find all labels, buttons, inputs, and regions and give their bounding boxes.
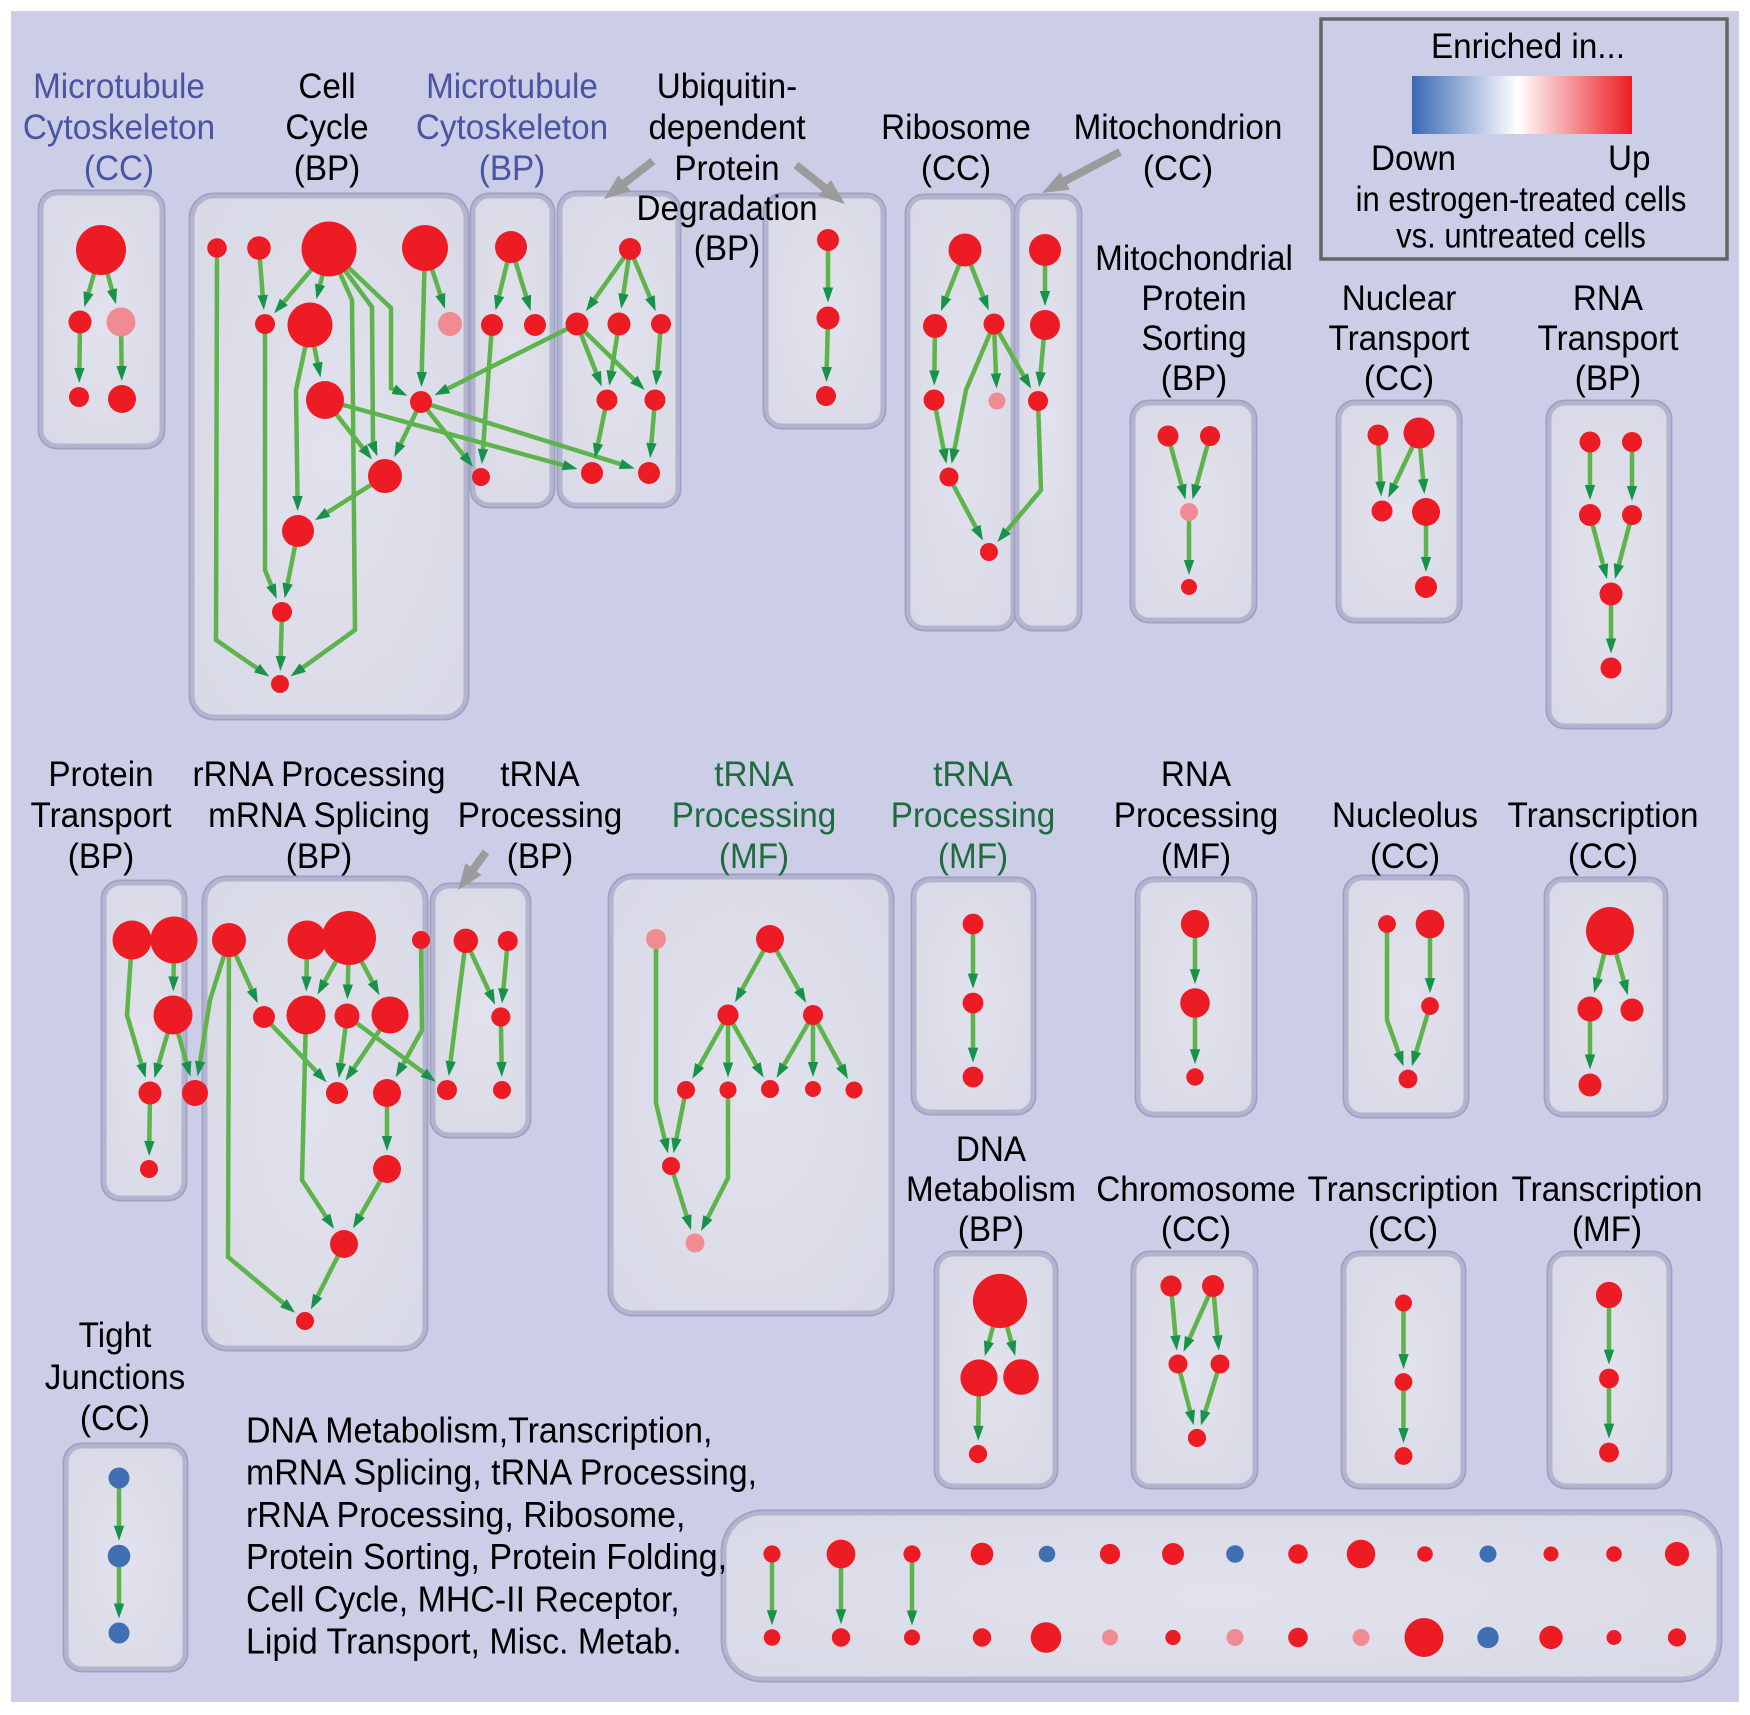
svg-text:(CC): (CC) [1568, 837, 1638, 876]
svg-text:mRNA Splicing: mRNA Splicing [208, 796, 430, 835]
svg-text:vs. untreated cells: vs. untreated cells [1396, 217, 1646, 256]
svg-text:Cycle: Cycle [285, 108, 368, 147]
svg-text:Lipid Transport, Misc. Metab.: Lipid Transport, Misc. Metab. [246, 1621, 682, 1661]
svg-text:(MF): (MF) [938, 837, 1008, 876]
svg-text:Protein Sorting, Protein Foldi: Protein Sorting, Protein Folding, [246, 1537, 727, 1577]
svg-text:(MF): (MF) [1161, 837, 1231, 876]
svg-text:Chromosome: Chromosome [1096, 1170, 1296, 1209]
svg-text:RNA: RNA [1573, 279, 1643, 318]
svg-text:Mitochondrion: Mitochondrion [1074, 108, 1283, 147]
svg-text:DNA: DNA [956, 1130, 1026, 1169]
svg-text:Processing: Processing [672, 796, 836, 835]
svg-text:Protein: Protein [48, 755, 153, 794]
svg-text:Cytoskeleton: Cytoskeleton [23, 108, 215, 147]
svg-text:Sorting: Sorting [1141, 319, 1246, 358]
svg-text:(CC): (CC) [84, 149, 154, 188]
svg-text:Nuclear: Nuclear [1342, 279, 1457, 318]
svg-text:Processing: Processing [1114, 796, 1278, 835]
svg-text:(BP): (BP) [694, 229, 760, 268]
svg-text:Mitochondrial: Mitochondrial [1095, 239, 1293, 278]
svg-text:Up: Up [1608, 139, 1650, 178]
svg-text:Processing: Processing [458, 796, 622, 835]
svg-text:tRNA: tRNA [933, 755, 1013, 794]
svg-text:Processing: Processing [891, 796, 1055, 835]
svg-text:(MF): (MF) [1572, 1210, 1642, 1249]
svg-text:(MF): (MF) [719, 837, 789, 876]
svg-text:Protein: Protein [1141, 279, 1246, 318]
svg-text:Transport: Transport [1537, 319, 1679, 358]
svg-text:(BP): (BP) [1161, 359, 1227, 398]
svg-text:RNA: RNA [1161, 755, 1231, 794]
svg-text:tRNA: tRNA [500, 755, 580, 794]
svg-text:Down: Down [1371, 139, 1456, 178]
svg-text:Enriched in...: Enriched in... [1431, 27, 1625, 66]
svg-text:Transcription: Transcription [1508, 796, 1699, 835]
svg-text:(BP): (BP) [507, 837, 573, 876]
svg-text:(CC): (CC) [1370, 837, 1440, 876]
svg-text:Degradation: Degradation [636, 189, 817, 228]
svg-text:(CC): (CC) [1368, 1210, 1438, 1249]
svg-text:tRNA: tRNA [714, 755, 794, 794]
svg-text:in estrogen-treated cells: in estrogen-treated cells [1356, 180, 1687, 219]
svg-text:(BP): (BP) [479, 149, 545, 188]
svg-text:(CC): (CC) [1364, 359, 1434, 398]
svg-text:Transcription: Transcription [1512, 1170, 1703, 1209]
svg-text:(BP): (BP) [68, 837, 134, 876]
svg-text:(CC): (CC) [1143, 149, 1213, 188]
svg-text:Ubiquitin-: Ubiquitin- [657, 67, 797, 106]
svg-text:Protein: Protein [674, 149, 779, 188]
svg-text:Cytoskeleton: Cytoskeleton [416, 108, 608, 147]
svg-text:DNA Metabolism,Transcription,: DNA Metabolism,Transcription, [246, 1410, 712, 1450]
svg-text:rRNA Processing, Ribosome,: rRNA Processing, Ribosome, [246, 1495, 685, 1535]
svg-text:(BP): (BP) [1575, 359, 1641, 398]
svg-text:mRNA Splicing, tRNA Processing: mRNA Splicing, tRNA Processing, [246, 1453, 757, 1493]
svg-text:Cell Cycle, MHC-II Receptor,: Cell Cycle, MHC-II Receptor, [246, 1579, 680, 1619]
svg-text:(CC): (CC) [1161, 1210, 1231, 1249]
svg-text:dependent: dependent [648, 108, 806, 147]
svg-text:Metabolism: Metabolism [906, 1170, 1076, 1209]
svg-text:(CC): (CC) [80, 1399, 150, 1438]
svg-text:Microtubule: Microtubule [426, 67, 598, 106]
svg-text:(CC): (CC) [921, 149, 991, 188]
svg-text:(BP): (BP) [958, 1210, 1024, 1249]
svg-text:Ribosome: Ribosome [881, 108, 1031, 147]
svg-text:Tight: Tight [79, 1316, 152, 1355]
svg-text:Junctions: Junctions [45, 1358, 185, 1397]
svg-text:rRNA Processing: rRNA Processing [192, 755, 445, 794]
svg-text:Transport: Transport [30, 796, 172, 835]
svg-text:Transport: Transport [1328, 319, 1470, 358]
svg-text:Microtubule: Microtubule [33, 67, 205, 106]
svg-text:(BP): (BP) [286, 837, 352, 876]
svg-text:(BP): (BP) [294, 149, 360, 188]
svg-text:Transcription: Transcription [1308, 1170, 1499, 1209]
svg-text:Nucleolus: Nucleolus [1332, 796, 1478, 835]
svg-text:Cell: Cell [298, 67, 355, 106]
